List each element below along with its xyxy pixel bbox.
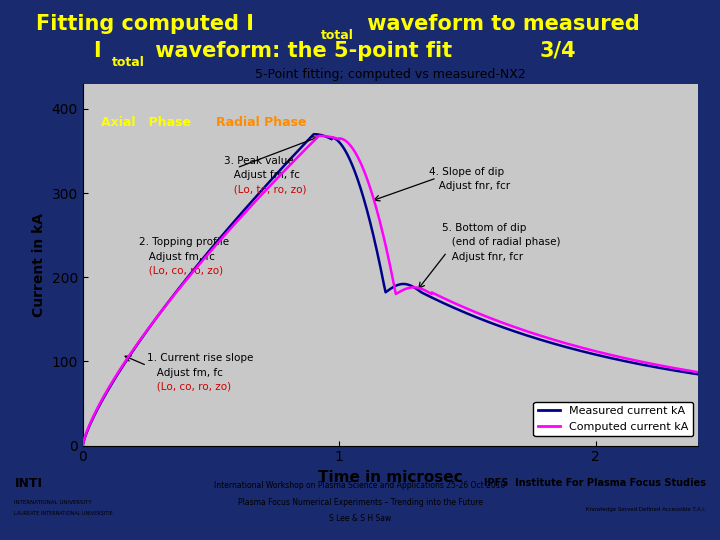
Text: total: total xyxy=(320,29,354,43)
Text: LAUREATE INTERNATIONAL UNIVERSITIE: LAUREATE INTERNATIONAL UNIVERSITIE xyxy=(14,511,113,516)
Text: Knowledge Served Defined Accessible T.A.I.: Knowledge Served Defined Accessible T.A.… xyxy=(586,507,706,512)
Text: INTI: INTI xyxy=(14,477,42,490)
Text: Axial   Phase: Axial Phase xyxy=(101,116,191,129)
X-axis label: Time in microsec: Time in microsec xyxy=(318,470,463,485)
Text: Radial Phase: Radial Phase xyxy=(216,116,307,129)
Text: (Lo, co, ro, zo): (Lo, co, ro, zo) xyxy=(147,382,231,392)
Text: Adjust fm, fc: Adjust fm, fc xyxy=(147,368,222,377)
Text: (end of radial phase): (end of radial phase) xyxy=(442,237,560,247)
Text: S Lee & S H Saw: S Lee & S H Saw xyxy=(329,514,391,523)
Text: Adjust fm, fc: Adjust fm, fc xyxy=(224,170,300,180)
Text: Adjust fnr, fcr: Adjust fnr, fcr xyxy=(429,181,510,191)
Text: (Lo, co, ro, zo): (Lo, co, ro, zo) xyxy=(139,266,223,276)
Text: 3. Peak value: 3. Peak value xyxy=(224,156,294,166)
Text: total: total xyxy=(112,56,145,70)
Text: waveform: the 5-point fit: waveform: the 5-point fit xyxy=(148,40,451,60)
Text: Fitting computed I: Fitting computed I xyxy=(36,14,254,33)
Legend: Measured current kA, Computed current kA: Measured current kA, Computed current kA xyxy=(534,402,693,436)
Text: I: I xyxy=(94,40,102,60)
Text: Plasma Focus Numerical Experiments – Trending into the Future: Plasma Focus Numerical Experiments – Tre… xyxy=(238,498,482,507)
Text: (Lo, to, ro, zo): (Lo, to, ro, zo) xyxy=(224,184,307,194)
Text: waveform to measured: waveform to measured xyxy=(360,14,640,33)
Text: INTERNATIONAL UNIVERSITY: INTERNATIONAL UNIVERSITY xyxy=(14,500,92,505)
Text: 1. Current rise slope: 1. Current rise slope xyxy=(147,353,253,363)
Text: 2. Topping profile: 2. Topping profile xyxy=(139,237,230,247)
Text: Adjust fm, fc: Adjust fm, fc xyxy=(139,252,215,261)
Text: International Workshop on Plasma Science and Applications 25-26 Oct 2010: International Workshop on Plasma Science… xyxy=(215,481,505,490)
Text: 3/4: 3/4 xyxy=(540,40,577,60)
Text: 4. Slope of dip: 4. Slope of dip xyxy=(429,166,504,177)
Text: Adjust fnr, fcr: Adjust fnr, fcr xyxy=(442,252,523,261)
Title: 5-Point fitting; computed vs measured-NX2: 5-Point fitting; computed vs measured-NX… xyxy=(255,68,526,81)
Y-axis label: Current in kA: Current in kA xyxy=(32,213,46,316)
Text: 5. Bottom of dip: 5. Bottom of dip xyxy=(442,223,526,233)
Text: IPFS  Institute For Plasma Focus Studies: IPFS Institute For Plasma Focus Studies xyxy=(484,478,706,488)
